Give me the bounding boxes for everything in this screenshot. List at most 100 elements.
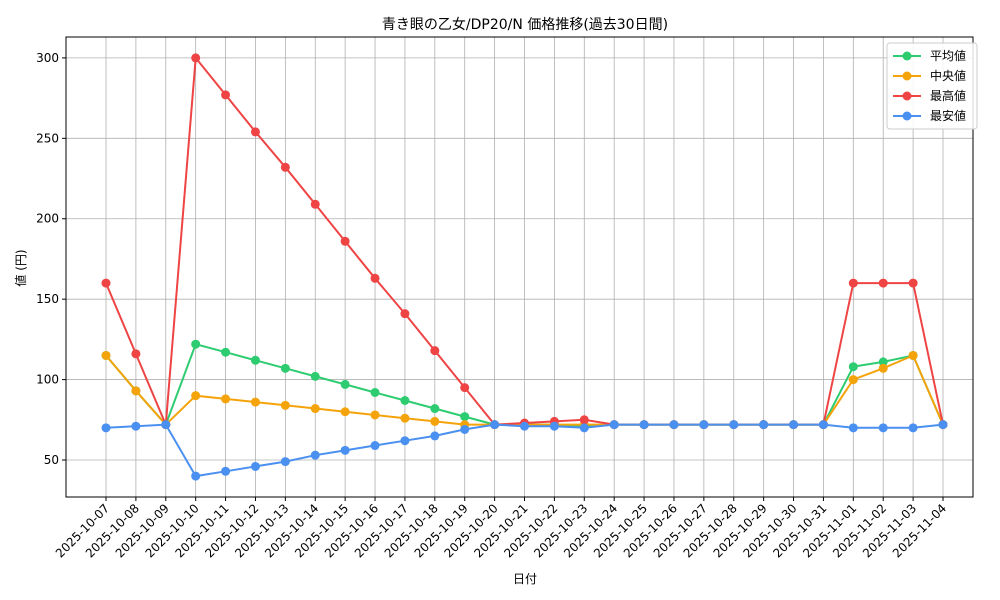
data-point (639, 420, 649, 430)
legend-item: 中央値 (893, 68, 966, 83)
data-point (878, 278, 888, 288)
y-tick-label: 300 (36, 51, 59, 65)
data-point (221, 90, 231, 100)
data-point (908, 350, 918, 360)
data-point (191, 391, 201, 401)
data-point (818, 420, 828, 430)
legend-box (886, 42, 978, 130)
data-point (938, 420, 948, 430)
data-point (250, 461, 260, 471)
data-point (460, 383, 470, 393)
legend-label: 最安値 (930, 108, 966, 123)
data-point (878, 363, 888, 373)
data-point (490, 420, 500, 430)
chart-title: 青き眼の乙女/DP20/N 価格推移(過去30日間) (382, 16, 668, 33)
data-point (101, 423, 111, 433)
data-point (370, 410, 380, 420)
data-point (370, 441, 380, 451)
data-point (310, 450, 320, 460)
data-point (400, 413, 410, 423)
data-point (191, 53, 201, 63)
data-point (221, 394, 231, 404)
data-point (250, 397, 260, 407)
legend-item: 最高値 (893, 88, 966, 103)
data-point (579, 423, 589, 433)
data-point (460, 424, 470, 434)
legend-marker (902, 111, 912, 121)
data-point (101, 350, 111, 360)
legend-marker (902, 71, 912, 81)
legend-label: 最高値 (930, 88, 966, 103)
data-point (520, 421, 529, 431)
data-point (579, 415, 589, 425)
data-point (101, 278, 111, 288)
data-point (699, 420, 709, 430)
data-point (131, 421, 141, 431)
data-point (878, 423, 888, 433)
data-point (340, 407, 350, 417)
data-point (340, 236, 350, 246)
legend-item: 最安値 (893, 108, 966, 123)
data-point (848, 362, 858, 372)
series-layer (101, 53, 948, 481)
y-axis-title: 値 (円) (13, 249, 28, 286)
data-point (340, 379, 350, 389)
data-point (340, 445, 350, 455)
data-point (430, 346, 440, 356)
plot-frame (65, 36, 974, 498)
data-point (848, 375, 858, 385)
data-point (549, 421, 559, 431)
data-point (161, 420, 171, 430)
data-point (370, 387, 380, 397)
data-point (848, 278, 858, 288)
data-point (310, 404, 320, 414)
legend-label: 平均値 (930, 48, 966, 63)
data-point (430, 404, 440, 414)
data-point (280, 162, 290, 172)
data-point (191, 471, 201, 481)
data-point (729, 420, 739, 430)
data-point (400, 395, 410, 405)
data-point (191, 339, 201, 349)
data-point (908, 423, 918, 433)
series-最安値 (101, 420, 948, 481)
data-point (221, 466, 231, 476)
data-point (280, 363, 290, 373)
grid-lines (66, 37, 973, 497)
data-point (310, 199, 320, 209)
data-point (310, 371, 320, 381)
legend-label: 中央値 (930, 68, 966, 83)
data-point (250, 127, 260, 137)
y-tick-label: 50 (44, 453, 59, 467)
data-point (430, 416, 440, 426)
data-point (280, 400, 290, 410)
data-point (400, 436, 410, 446)
legend-marker (902, 91, 912, 101)
legend-item: 平均値 (893, 48, 966, 63)
data-point (669, 420, 679, 430)
data-point (280, 457, 290, 467)
data-point (221, 347, 231, 357)
y-tick-label: 150 (36, 292, 59, 306)
y-axis-ticks: 50 100 150 200 250 300 (36, 51, 66, 467)
data-point (430, 431, 440, 441)
data-point (400, 309, 410, 319)
data-point (131, 349, 141, 359)
y-tick-label: 200 (36, 212, 59, 226)
data-point (609, 420, 619, 430)
data-point (789, 420, 799, 430)
x-axis-ticks: 2025-10-072025-10-082025-10-092025-10-10… (53, 497, 949, 560)
x-axis-title: 日付 (513, 572, 537, 586)
data-point (370, 273, 380, 283)
data-point (131, 386, 141, 396)
data-point (460, 412, 470, 422)
data-point (759, 420, 769, 430)
y-tick-label: 100 (36, 373, 59, 387)
legend-marker (902, 51, 912, 61)
data-point (848, 423, 858, 433)
data-point (878, 357, 888, 367)
y-tick-label: 250 (36, 131, 59, 145)
data-point (250, 355, 260, 365)
